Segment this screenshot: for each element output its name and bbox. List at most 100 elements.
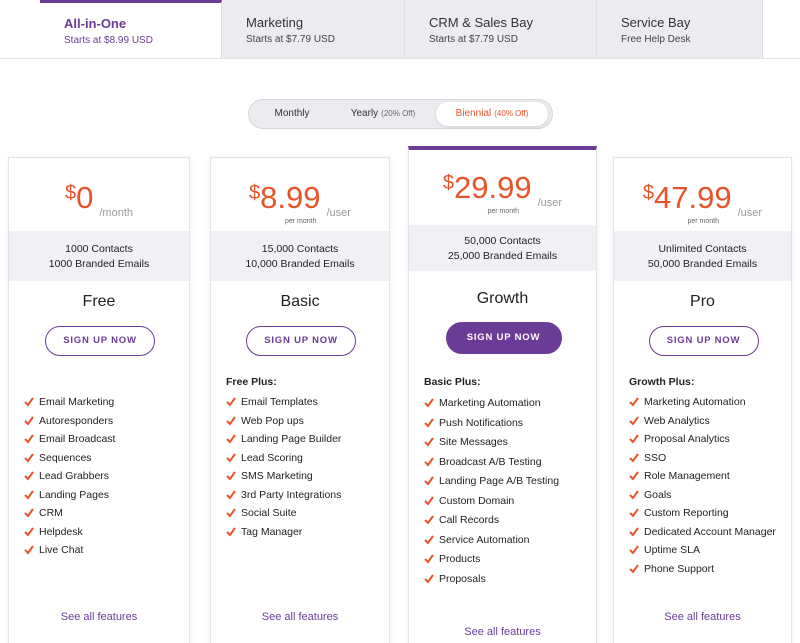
check-icon — [24, 452, 34, 463]
tab[interactable]: Service Bay Free Help Desk — [597, 0, 763, 58]
feature: Role Management — [644, 470, 730, 482]
contacts: 1000 Contacts — [65, 242, 133, 255]
limits-band: 1000 Contacts 1000 Branded Emails — [9, 231, 189, 281]
price-unit: /month — [99, 207, 133, 219]
feature: Helpdesk — [39, 525, 83, 538]
check-stroke — [629, 452, 639, 463]
limits-band: 15,000 Contacts 10,000 Branded Emails — [211, 231, 389, 281]
feature: Dedicated Account Manager — [644, 525, 776, 538]
check-stroke — [226, 508, 236, 518]
check-stroke — [424, 456, 434, 467]
check-stroke — [424, 515, 434, 525]
tab-subtitle: Starts at $8.99 USD — [64, 35, 153, 46]
feature: Landing Page A/B Testing — [439, 475, 560, 487]
contacts: Unlimited Contacts — [658, 242, 747, 255]
option-label: Monthly — [274, 108, 310, 119]
check-icon — [424, 495, 434, 506]
check-icon — [424, 437, 434, 447]
feature: Web Pop ups — [241, 414, 304, 427]
billing-option[interactable]: Yearly (20% Off) — [333, 102, 433, 126]
price-unit: /user — [737, 207, 763, 219]
tab-title: CRM & Sales Bay — [429, 15, 534, 30]
check-icon — [424, 456, 434, 467]
check-stroke — [424, 554, 434, 564]
tab[interactable]: CRM & Sales Bay Starts at $7.79 USD — [405, 0, 597, 58]
feature: Web Analytics — [644, 414, 710, 427]
see-all-link[interactable]: See all features — [664, 611, 741, 623]
feature: Email Marketing — [39, 396, 115, 408]
feature: Broadcast A/B Testing — [439, 455, 542, 468]
feature: Call Records — [439, 514, 500, 526]
price: $0/month — [9, 180, 189, 219]
check-icon — [424, 554, 434, 564]
check-icon — [629, 508, 639, 518]
see-all-link[interactable]: See all features — [464, 626, 541, 638]
check-stroke — [226, 489, 236, 500]
check-icon — [24, 471, 34, 481]
feature: Uptime SLA — [644, 544, 701, 556]
signup-button[interactable]: SIGN UP NOW — [445, 322, 562, 354]
check-icon — [24, 508, 34, 518]
check-stroke — [424, 534, 434, 545]
check-stroke — [24, 471, 34, 481]
feature: Lead Grabbers — [39, 470, 110, 482]
limits-band: Unlimited Contacts 50,000 Branded Emails — [614, 231, 791, 281]
check-icon — [629, 452, 639, 463]
check-stroke — [629, 526, 639, 537]
branded-emails: 10,000 Branded Emails — [245, 257, 355, 270]
price: $47.99/user — [614, 180, 791, 219]
tab[interactable]: Marketing Starts at $7.79 USD — [222, 0, 405, 58]
feature: Products — [439, 553, 481, 565]
check-icon — [226, 397, 236, 407]
billing-option[interactable]: Biennial (40% Off) — [436, 102, 548, 126]
check-icon — [424, 515, 434, 525]
check-stroke — [24, 526, 34, 537]
feature: Push Notifications — [439, 416, 524, 429]
check-stroke — [24, 452, 34, 463]
check-icon — [226, 434, 236, 444]
check-icon — [226, 526, 236, 537]
check-stroke — [226, 415, 236, 426]
plan-card: $29.99/user per month 50,000 Contacts 25,00… — [408, 146, 597, 643]
feature: Email Broadcast — [39, 433, 116, 445]
plan-card: $8.99/user per month 15,000 Contacts 10,000… — [210, 157, 390, 643]
tab[interactable]: All-in-One Starts at $8.99 USD — [40, 0, 222, 58]
see-all-link[interactable]: See all features — [261, 611, 339, 623]
currency: $ — [442, 172, 455, 194]
price-amount: 8.99 — [260, 180, 321, 215]
check-icon — [226, 508, 236, 518]
billing-option[interactable]: Monthly — [252, 102, 332, 126]
signup-button[interactable]: SIGN UP NOW — [45, 326, 155, 356]
signup-button[interactable]: SIGN UP NOW — [246, 326, 356, 356]
feature: Sequences — [39, 451, 92, 464]
tab-title: All-in-One — [64, 16, 127, 31]
check-stroke — [629, 434, 639, 444]
option-discount: (40% Off) — [494, 109, 529, 118]
check-icon — [424, 573, 434, 584]
tab-subtitle: Free Help Desk — [621, 34, 691, 45]
see-all-link[interactable]: See all features — [60, 611, 138, 623]
features-heading: Free Plus: — [226, 376, 277, 388]
signup-button[interactable]: SIGN UP NOW — [648, 326, 759, 356]
check-icon — [226, 471, 236, 481]
check-icon — [24, 434, 34, 444]
check-stroke — [424, 398, 434, 408]
check-icon — [424, 476, 434, 486]
check-stroke — [226, 526, 236, 537]
check-stroke — [629, 489, 639, 500]
feature: Proposals — [439, 572, 486, 585]
feature: Autoresponders — [39, 414, 114, 427]
feature: SSO — [644, 451, 667, 464]
check-icon — [629, 563, 639, 574]
check-icon — [629, 489, 639, 500]
branded-emails: 25,000 Branded Emails — [447, 249, 558, 262]
check-icon — [629, 471, 639, 481]
check-stroke — [424, 495, 434, 506]
billing-toggle: Monthly Yearly (20% Off) Biennial (40% Off) — [248, 99, 553, 129]
price: $29.99/user — [409, 170, 596, 209]
check-stroke — [226, 471, 236, 481]
feature: CRM — [39, 507, 63, 519]
check-icon — [24, 545, 34, 555]
check-stroke — [24, 397, 34, 407]
